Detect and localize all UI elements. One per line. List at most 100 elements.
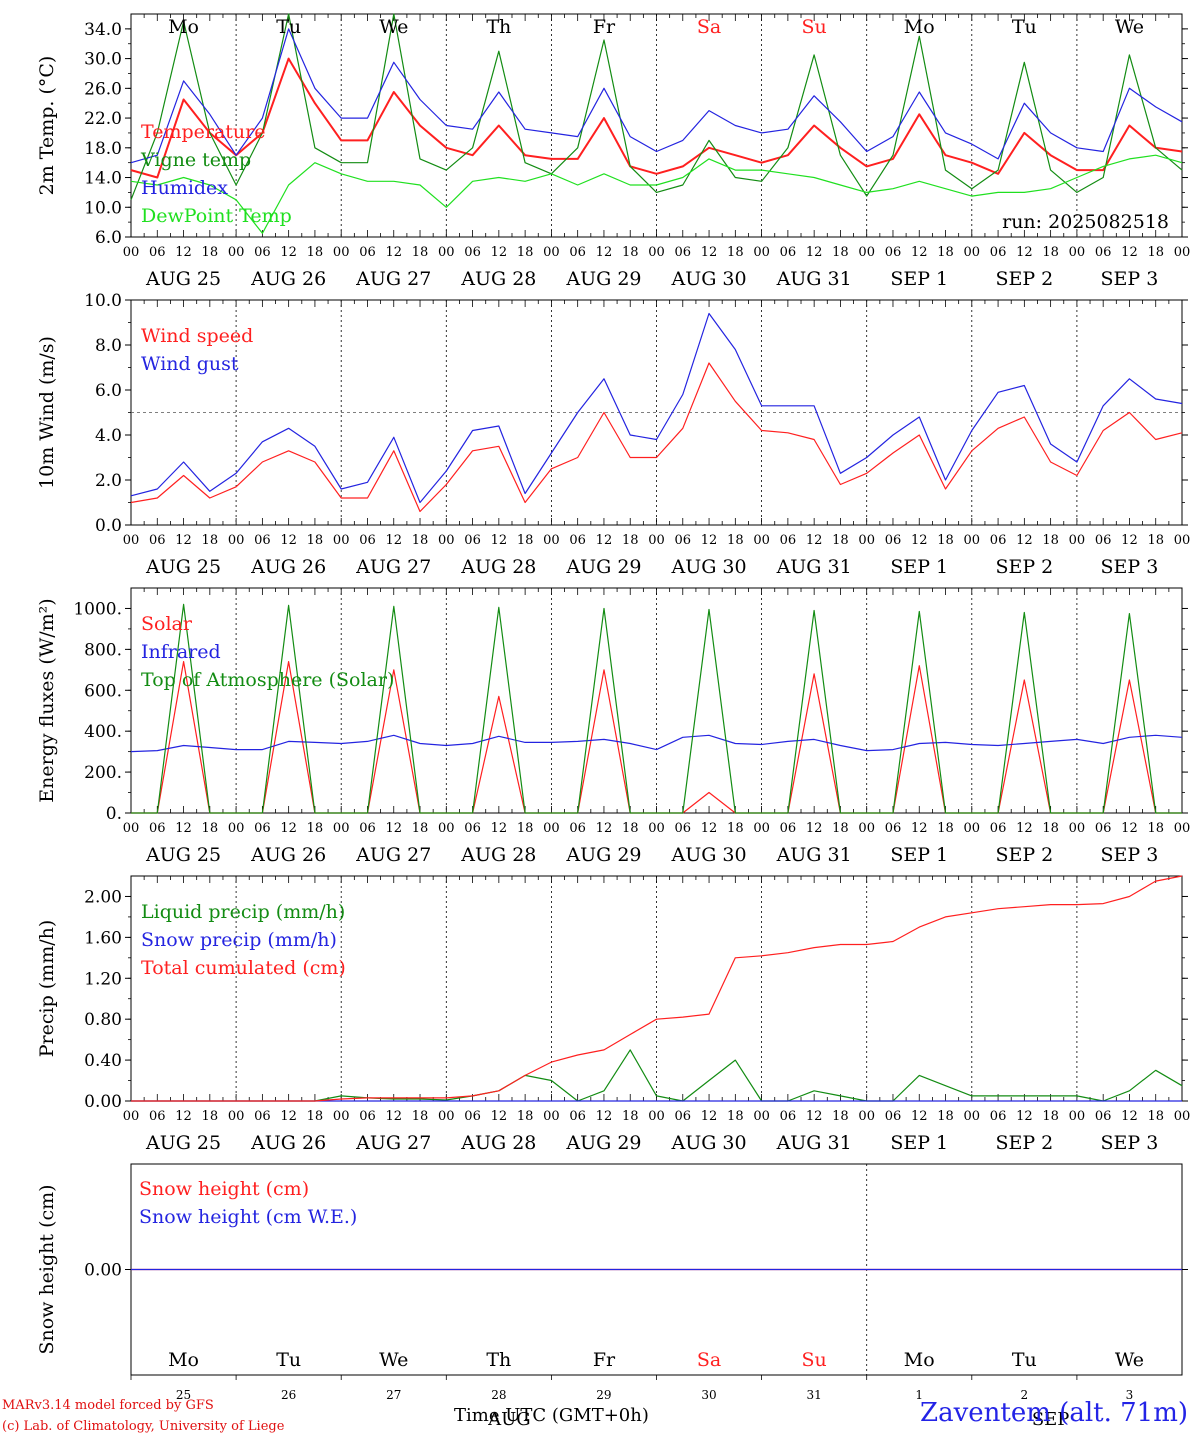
y-tick-label: 2.00 — [84, 887, 122, 907]
hour-tick-label: 12 — [806, 245, 823, 260]
hour-tick-label: 06 — [359, 1109, 376, 1124]
series-line — [130, 13, 1183, 201]
y-tick-label: 0.80 — [84, 1010, 122, 1030]
hour-tick-label: 06 — [675, 1109, 692, 1124]
hour-tick-label: 06 — [885, 1109, 902, 1124]
hour-tick-label: 18 — [517, 821, 534, 836]
hour-tick-label: 18 — [307, 245, 324, 260]
y-tick-label: 200. — [84, 763, 122, 783]
day-number: 31 — [807, 1388, 822, 1402]
weekday-label: Tu — [276, 16, 301, 38]
hour-tick-label: 00 — [1174, 533, 1191, 548]
weekday-label: Tu — [1012, 16, 1037, 38]
hour-tick-label: 00 — [228, 245, 245, 260]
weekday-label: Tu — [1012, 1349, 1037, 1371]
date-label: AUG 25 — [145, 844, 221, 866]
y-tick-label: 800. — [84, 640, 122, 660]
hour-tick-label: 18 — [202, 1109, 219, 1124]
date-label: AUG 31 — [776, 268, 852, 290]
hour-tick-label: 12 — [596, 1109, 613, 1124]
hour-tick-label: 18 — [1042, 1109, 1059, 1124]
day-number: 30 — [701, 1388, 716, 1402]
hour-tick-label: 12 — [280, 1109, 297, 1124]
date-label: AUG 26 — [250, 1132, 326, 1154]
date-label: AUG 31 — [776, 1132, 852, 1154]
date-label: AUG 27 — [355, 844, 431, 866]
date-label: AUG 27 — [355, 1132, 431, 1154]
hour-tick-label: 12 — [1016, 533, 1033, 548]
hour-tick-label: 06 — [1095, 1109, 1112, 1124]
hour-tick-label: 00 — [753, 1109, 770, 1124]
hour-tick-label: 18 — [1147, 1109, 1164, 1124]
hour-tick-label: 00 — [543, 821, 560, 836]
hour-tick-label: 18 — [622, 1109, 639, 1124]
weekday-label: Su — [802, 16, 827, 38]
hour-tick-label: 06 — [885, 533, 902, 548]
y-axis-label: 10m Wind (m/s) — [36, 336, 58, 489]
hour-tick-label: 00 — [123, 821, 140, 836]
hour-tick-label: 06 — [359, 533, 376, 548]
hour-tick-label: 18 — [307, 1109, 324, 1124]
hour-tick-label: 12 — [175, 245, 192, 260]
hour-tick-label: 18 — [1147, 245, 1164, 260]
date-label: AUG 28 — [460, 1132, 536, 1154]
hour-tick-label: 12 — [701, 245, 718, 260]
station-name: Zaventem (alt. 71m) — [920, 1398, 1188, 1428]
series-line — [131, 875, 1183, 1102]
hour-tick-label: 00 — [438, 245, 455, 260]
hour-tick-label: 18 — [1042, 245, 1059, 260]
date-label: AUG 29 — [565, 556, 641, 578]
date-label: SEP 3 — [1101, 556, 1159, 578]
hour-tick-label: 18 — [202, 533, 219, 548]
hour-tick-label: 06 — [1095, 245, 1112, 260]
legend-entry: Top of Atmosphere (Solar) — [141, 669, 394, 691]
hour-tick-label: 18 — [202, 245, 219, 260]
hour-tick-label: 00 — [333, 821, 350, 836]
weekday-label: Th — [486, 16, 511, 38]
date-label: AUG 30 — [670, 844, 746, 866]
hour-tick-label: 06 — [569, 245, 586, 260]
hour-tick-label: 18 — [307, 821, 324, 836]
hour-tick-label: 12 — [280, 245, 297, 260]
hour-tick-label: 06 — [675, 821, 692, 836]
y-tick-label: 600. — [84, 681, 122, 701]
date-label: AUG 25 — [145, 268, 221, 290]
hour-tick-label: 12 — [806, 821, 823, 836]
date-label: AUG 29 — [565, 844, 641, 866]
hour-tick-label: 00 — [964, 533, 981, 548]
hour-tick-label: 00 — [438, 533, 455, 548]
hour-tick-label: 00 — [438, 821, 455, 836]
weekday-label: Fr — [593, 1349, 616, 1371]
hour-tick-label: 18 — [1042, 533, 1059, 548]
date-label: AUG 27 — [355, 556, 431, 578]
date-label: SEP 1 — [890, 556, 948, 578]
hour-tick-label: 12 — [385, 245, 402, 260]
date-label: AUG 25 — [145, 556, 221, 578]
date-label: AUG 28 — [460, 556, 536, 578]
date-label: SEP 1 — [890, 268, 948, 290]
panel-2: 00 06 12 18 AUG 25 00 06 12 18 AUG 26 00 06 12 18 AUG … — [36, 291, 1190, 578]
y-tick-label: 2.0 — [95, 471, 122, 491]
date-label: SEP 2 — [995, 556, 1053, 578]
date-label: AUG 27 — [355, 268, 431, 290]
hour-tick-label: 06 — [569, 821, 586, 836]
legend-entry: Infrared — [141, 641, 221, 663]
series-line — [131, 603, 1182, 814]
hour-tick-label: 18 — [1147, 821, 1164, 836]
hour-tick-label: 06 — [149, 1109, 166, 1124]
date-label: AUG 28 — [460, 844, 536, 866]
hour-tick-label: 00 — [123, 533, 140, 548]
hour-tick-label: 06 — [675, 245, 692, 260]
y-tick-label: 34.0 — [84, 20, 122, 40]
hour-tick-label: 12 — [280, 533, 297, 548]
hour-tick-label: 00 — [648, 245, 665, 260]
hour-tick-label: 06 — [359, 821, 376, 836]
series-line — [130, 312, 1183, 504]
series-line — [130, 362, 1183, 513]
hour-tick-label: 06 — [1095, 821, 1112, 836]
hour-tick-label: 00 — [228, 533, 245, 548]
y-tick-label: 0.40 — [84, 1051, 122, 1071]
hour-tick-label: 12 — [806, 1109, 823, 1124]
weekday-label: Fr — [593, 16, 616, 38]
hour-tick-label: 00 — [1069, 1109, 1086, 1124]
